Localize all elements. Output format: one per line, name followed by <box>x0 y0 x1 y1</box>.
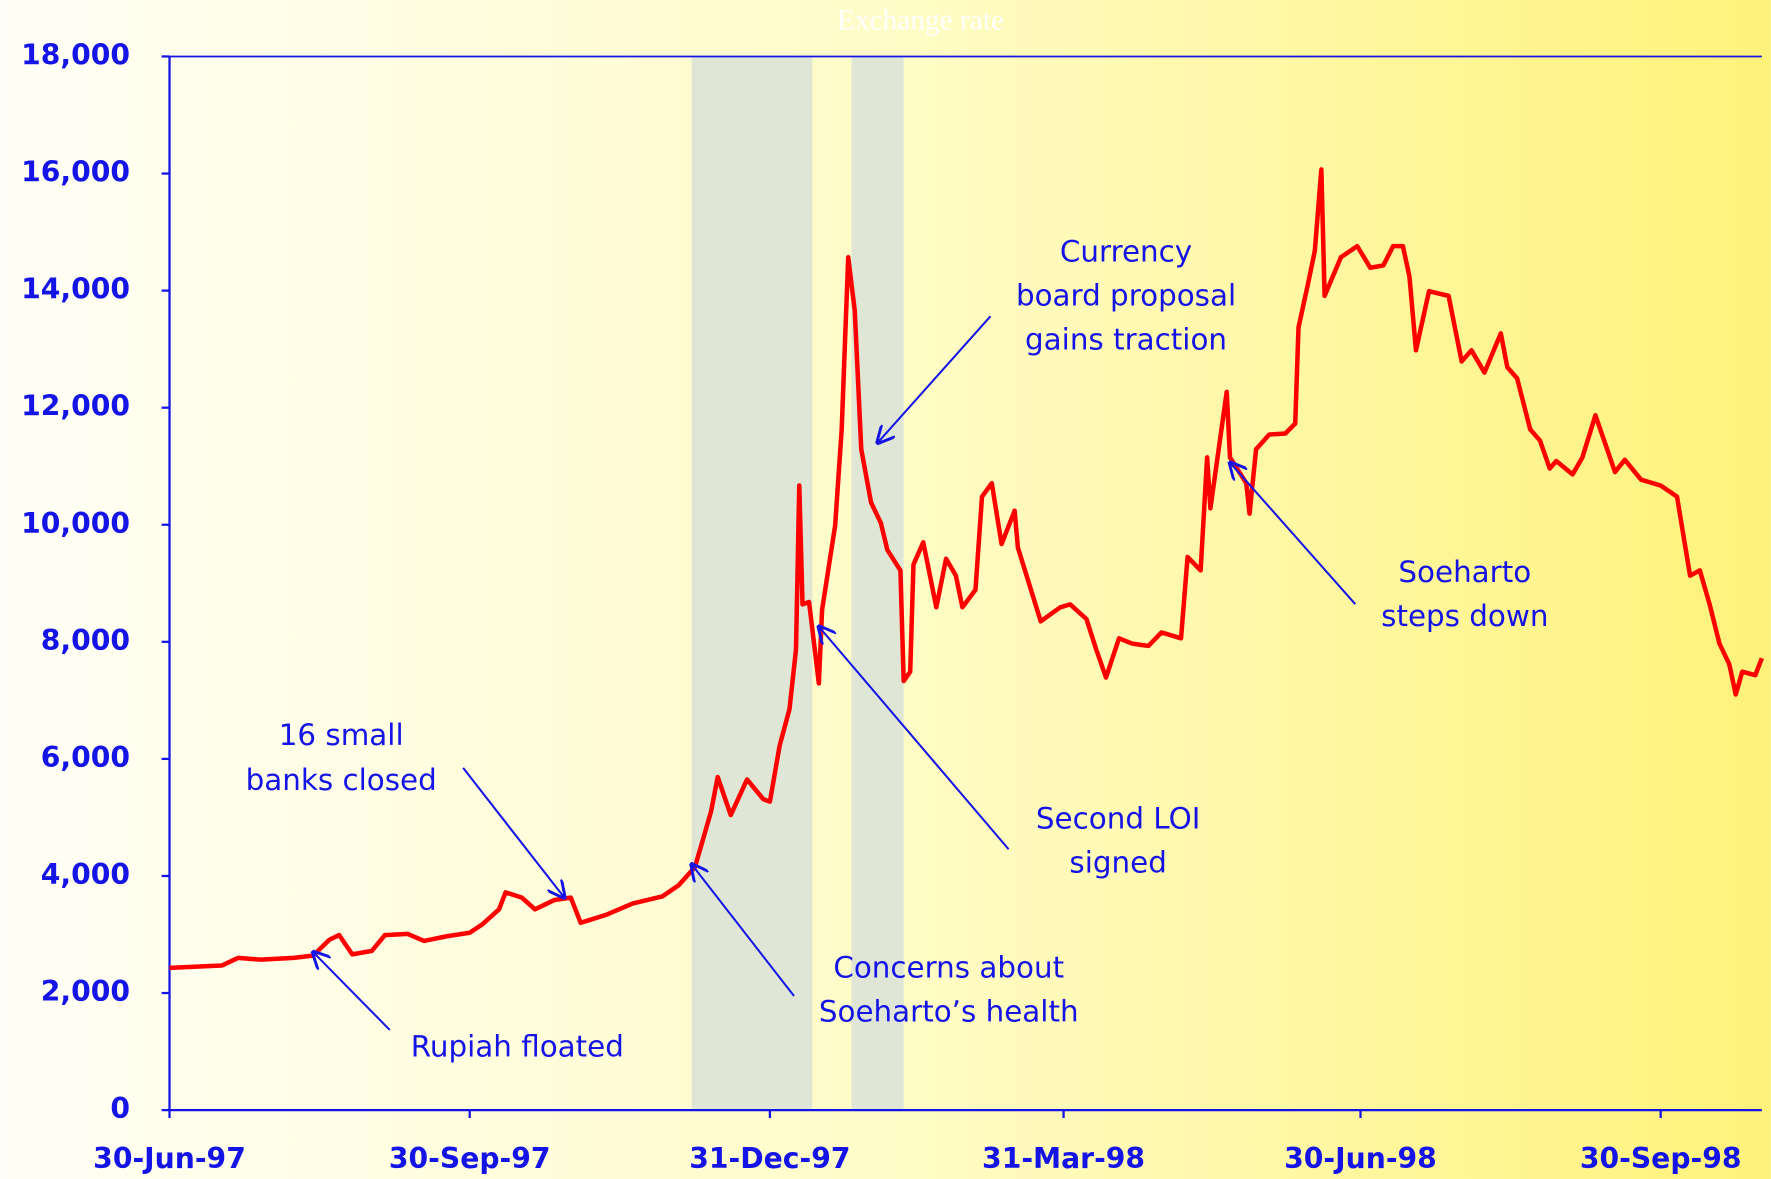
annotation-arrow <box>692 864 795 997</box>
annotation-text: Concerns about <box>833 950 1064 984</box>
x-tick-label: 30-Sep-97 <box>389 1142 551 1175</box>
annotation-arrow <box>1230 463 1357 605</box>
annotation-text: Soeharto <box>1398 555 1531 589</box>
annotation-text: board proposal <box>1016 279 1236 313</box>
shaded-period <box>691 56 813 1111</box>
y-tick-label: 0 <box>110 1092 130 1125</box>
x-tick-label: 31-Dec-97 <box>689 1142 850 1175</box>
x-tick-label: 31-Mar-98 <box>982 1142 1145 1175</box>
y-tick-label: 12,000 <box>21 390 130 423</box>
y-tick-label: 16,000 <box>21 156 130 189</box>
x-tick-label: 30-Jun-98 <box>1284 1142 1437 1175</box>
series-line <box>169 167 1764 971</box>
annotation-text: gains traction <box>1025 323 1227 357</box>
annotation-text: banks closed <box>246 763 437 797</box>
annotation-text: steps down <box>1381 599 1548 633</box>
y-tick-label: 18,000 <box>21 38 130 71</box>
annotation-arrow <box>462 767 564 898</box>
annotation-arrow <box>878 315 992 443</box>
y-tick-label: 2,000 <box>41 975 130 1008</box>
y-tick-label: 14,000 <box>21 273 130 306</box>
shaded-periods <box>691 56 904 1111</box>
chart-title: Exchange rate <box>837 4 1004 36</box>
annotation-text: Currency <box>1060 234 1192 268</box>
y-tick-label: 6,000 <box>41 741 130 774</box>
y-tick-label: 8,000 <box>41 624 130 657</box>
annotation-text: Rupiah floated <box>411 1030 624 1064</box>
y-tick-label: 4,000 <box>41 858 130 891</box>
x-tick-label: 30-Sep-98 <box>1580 1142 1742 1175</box>
shaded-period <box>851 56 904 1111</box>
annotation-arrow <box>819 627 1010 850</box>
annotation-arrow <box>313 952 391 1031</box>
annotation-text: 16 small <box>279 718 404 752</box>
y-tick-label: 10,000 <box>21 507 130 540</box>
annotation-text: Second LOI <box>1036 801 1200 835</box>
annotation-text: signed <box>1069 845 1166 879</box>
x-tick-label: 30-Jun-97 <box>93 1142 246 1175</box>
annotation-text: Soeharto’s health <box>819 994 1079 1028</box>
